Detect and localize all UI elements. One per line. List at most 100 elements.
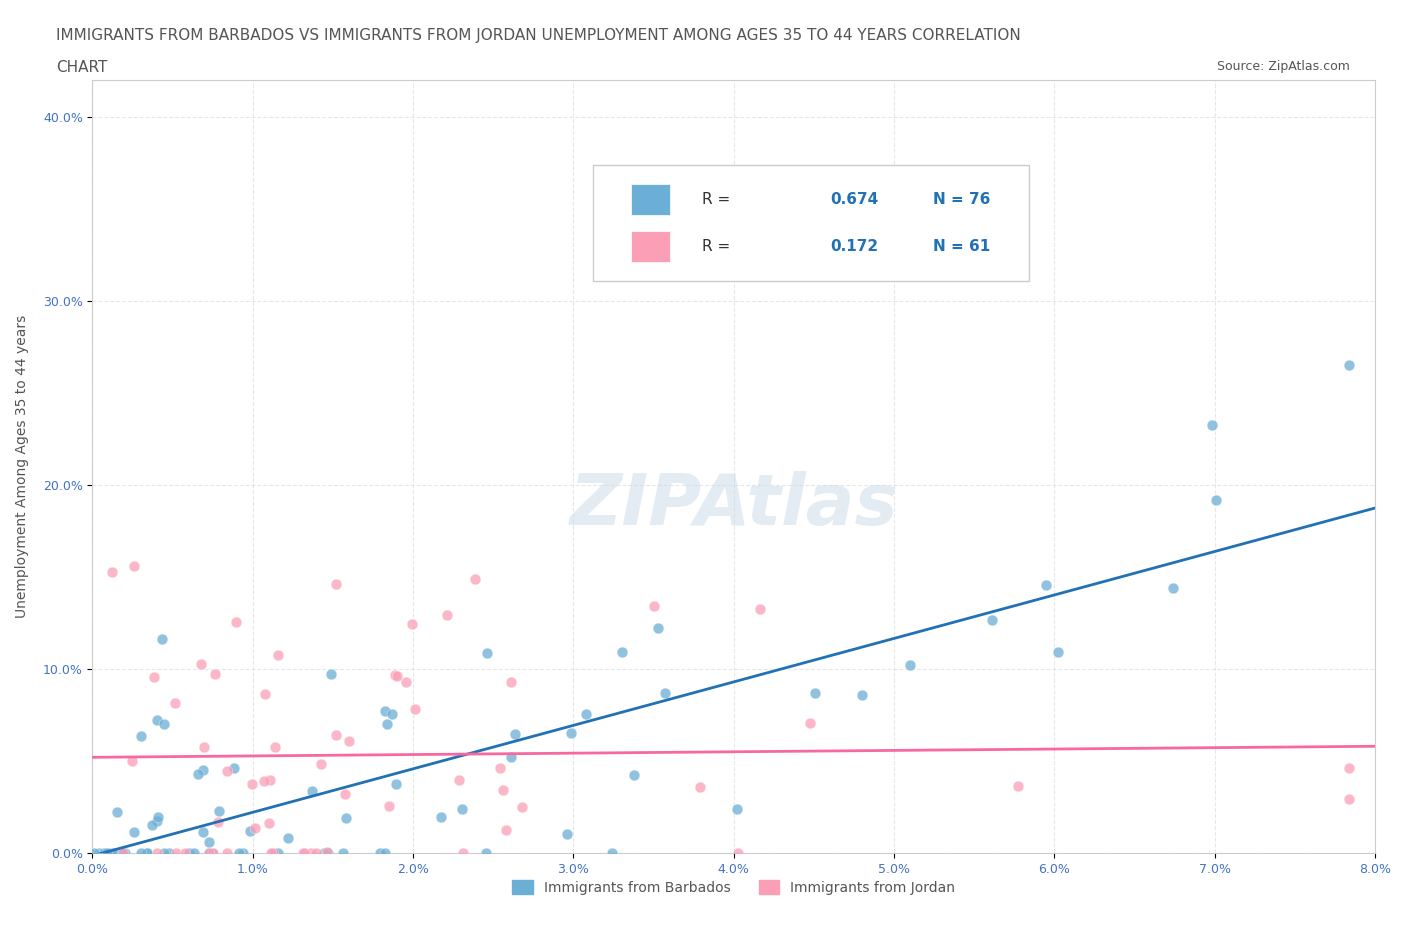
Point [803,685,825,700]
Point [555,827,578,842]
Point [267,845,290,860]
Legend: Immigrants from Barbados, Immigrants from Jordan: Immigrants from Barbados, Immigrants fro… [506,874,962,900]
Point [385,669,408,684]
Point [240,777,263,791]
Point [263,740,285,755]
Point [183,845,205,860]
Point [749,602,772,617]
Point [122,558,145,573]
Text: 0.674: 0.674 [830,193,879,207]
Point [495,822,517,837]
Point [225,615,247,630]
Point [146,712,169,727]
FancyBboxPatch shape [631,231,669,261]
Text: N = 76: N = 76 [932,193,990,207]
Point [1339,791,1361,806]
Text: CHART: CHART [56,60,108,75]
Text: Source: ZipAtlas.com: Source: ZipAtlas.com [1216,60,1350,73]
Point [83,845,105,860]
Y-axis label: Unemployment Among Ages 35 to 44 years: Unemployment Among Ages 35 to 44 years [15,315,30,618]
Point [152,845,174,860]
Point [395,675,418,690]
Point [612,644,634,659]
Point [1161,581,1184,596]
Point [325,577,347,591]
Point [1205,493,1227,508]
Point [254,687,277,702]
Point [112,845,135,860]
Point [111,845,134,860]
Point [429,809,451,824]
Point [208,804,231,818]
Point [89,845,111,860]
Point [201,845,224,860]
Point [381,707,404,722]
Point [239,824,262,839]
Point [292,845,315,860]
Point [1201,418,1223,432]
Point [305,845,328,860]
Point [301,783,323,798]
Point [560,725,582,740]
Point [103,845,125,860]
Point [385,777,408,791]
Point [201,845,224,860]
Point [101,565,124,579]
Point [245,821,267,836]
Point [228,845,250,860]
Point [299,845,322,860]
Point [277,830,299,845]
Point [197,845,219,860]
Point [643,599,665,614]
Point [259,772,281,787]
Point [93,845,115,860]
Point [129,845,152,860]
Point [464,571,486,586]
Point [215,845,238,860]
Point [503,726,526,741]
Point [222,761,245,776]
Point [574,706,596,721]
Text: R =: R = [702,193,730,207]
Point [339,734,361,749]
Point [374,845,396,860]
Point [898,658,921,672]
Point [501,675,523,690]
Point [312,845,335,860]
Point [799,715,821,730]
Point [451,845,474,860]
Text: N = 61: N = 61 [932,239,990,254]
Point [654,685,676,700]
Point [198,834,221,849]
Point [980,613,1002,628]
Point [193,739,215,754]
Point [325,728,347,743]
Point [187,766,209,781]
Point [129,728,152,743]
Point [141,817,163,832]
Point [105,804,128,819]
Point [368,845,391,860]
Point [143,669,166,684]
Point [260,845,283,860]
Point [1046,644,1069,659]
Point [263,845,285,860]
Point [114,845,136,860]
Point [157,845,180,860]
Point [153,716,176,731]
Point [146,809,169,824]
Point [1007,778,1029,793]
Text: ZIPAtlas: ZIPAtlas [569,471,898,539]
Point [198,845,221,860]
Point [319,667,342,682]
Point [100,845,122,860]
Point [217,764,239,778]
Point [335,811,357,826]
Point [375,717,398,732]
Point [253,774,276,789]
Point [122,825,145,840]
Point [1035,578,1057,592]
Point [727,845,749,860]
Point [97,845,120,860]
Text: R =: R = [702,239,730,254]
